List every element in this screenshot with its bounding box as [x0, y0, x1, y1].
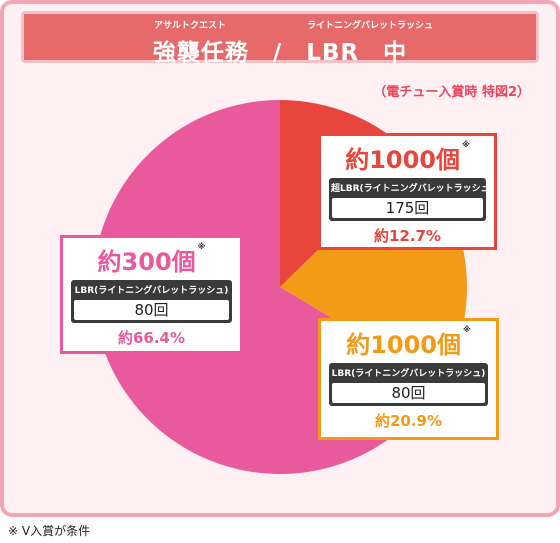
slice-mode: LBR(ライトニングバレットラッシュ) — [329, 363, 488, 381]
slice-label-lbr-1000: 約1000個※ LBR(ライトニングバレットラッシュ) 80回 約20.9% — [318, 318, 499, 440]
header-bar: アサルトクエスト ライトニングバレットラッシュ 強襲任務 / LBR 中 — [21, 11, 539, 66]
slice-amount-value: 約1000個 — [345, 146, 460, 174]
slice-amount: 約1000個※ — [321, 325, 496, 360]
slice-amount: 約300個※ — [63, 242, 240, 277]
slice-amount: 約1000個※ — [321, 140, 494, 175]
slice-percent: 約12.7% — [373, 227, 442, 245]
slice-games: 80回 — [329, 381, 488, 406]
header-ruby-left: アサルトクエスト — [154, 21, 227, 31]
slice-mode: 超LBR(ライトニングバレットラッシュ) — [329, 178, 494, 196]
slice-games-value: 80回 — [332, 383, 485, 403]
footnote: ※ V入賞が条件 — [8, 524, 91, 538]
header-ruby-right: ライトニングバレットラッシュ — [307, 21, 434, 31]
slice-games: 175回 — [329, 196, 486, 221]
slice-percent: 約20.9% — [374, 412, 443, 430]
slice-label-lbr-300: 約300個※ LBR(ライトニングバレットラッシュ) 80回 約66.4% — [60, 235, 243, 354]
slice-amount-value: 約300個 — [97, 248, 196, 276]
page-title: 強襲任務 / LBR 中 — [152, 40, 408, 66]
slice-amount-note: ※ — [463, 325, 471, 334]
slice-games-value: 80回 — [74, 300, 229, 320]
slice-amount-note: ※ — [197, 242, 206, 251]
chart-subtitle: （電チュー入賞時 特図2） — [373, 85, 530, 100]
slice-games-value: 175回 — [332, 198, 483, 218]
slice-mode: LBR(ライトニングバレットラッシュ) — [71, 280, 232, 298]
slice-percent: 約66.4% — [117, 329, 186, 347]
slice-amount-value: 約1000個 — [346, 331, 461, 359]
slice-games: 80回 — [71, 298, 232, 323]
slice-amount-note: ※ — [462, 140, 470, 149]
slice-label-super-lbr: 約1000個※ 超LBR(ライトニングバレットラッシュ) 175回 約12.7% — [318, 133, 497, 250]
